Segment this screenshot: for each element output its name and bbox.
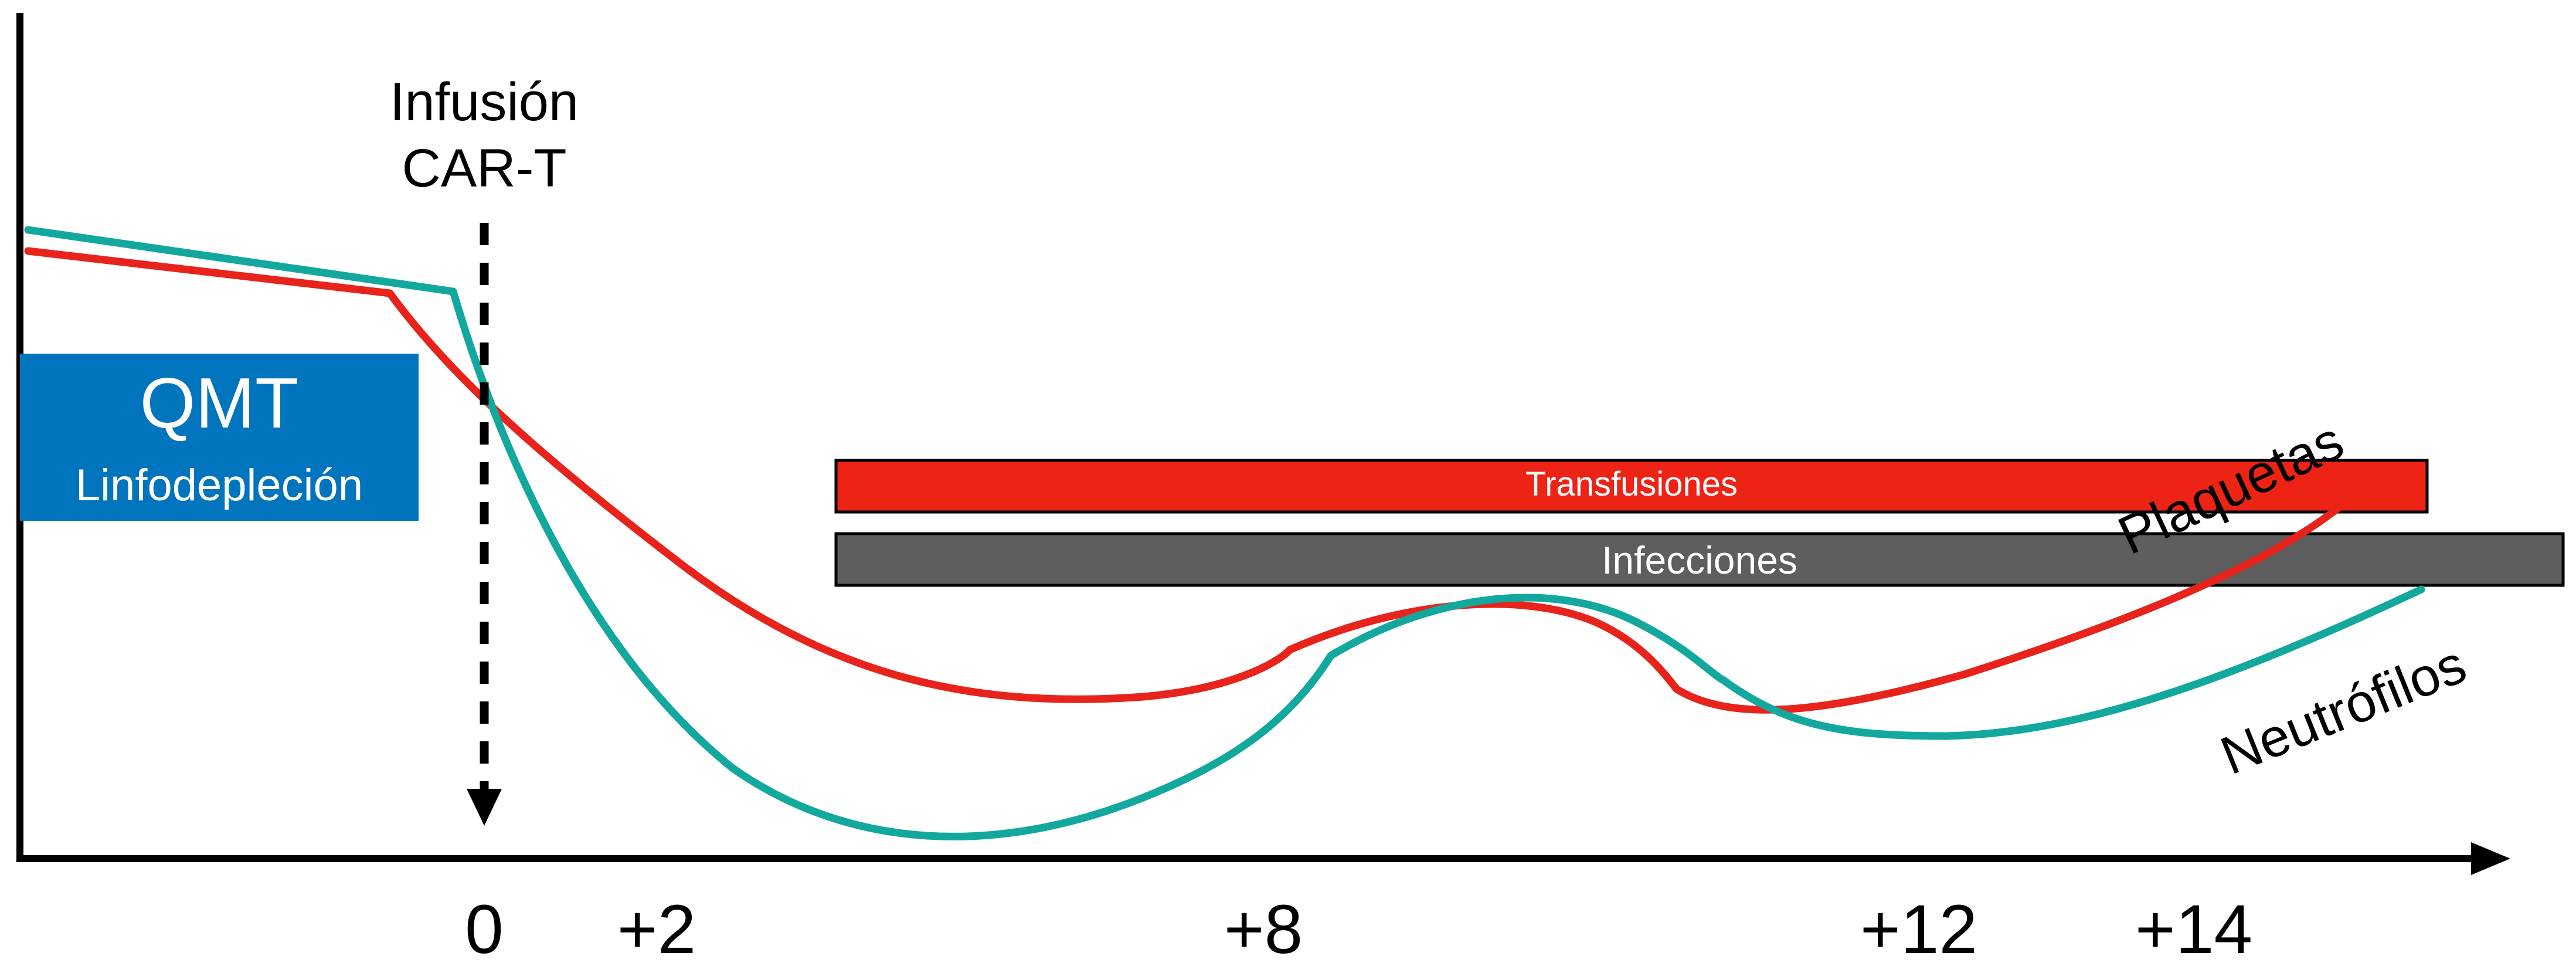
plaquetas-curve <box>24 247 2343 714</box>
x-tick-plus12: +12 <box>1860 891 1977 963</box>
infusion-arrow-head <box>467 789 502 826</box>
qmt-box-rect <box>20 354 419 521</box>
x-tick-0: 0 <box>465 891 504 963</box>
x-tick-labels: 0 +2 +8 +12 +14 <box>465 891 2252 963</box>
transfusiones-bar-rect <box>834 459 2429 514</box>
infusion-label-line2: CAR-T <box>402 138 566 198</box>
x-tick-plus8: +8 <box>1224 891 1303 963</box>
qmt-box: QMT Linfodepleción <box>20 354 419 521</box>
transfusiones-bar: Transfusiones <box>834 459 2429 514</box>
x-tick-plus2: +2 <box>617 891 696 963</box>
neutrofilos-label: Neutrófilos <box>2213 634 2474 786</box>
infecciones-bar: Infecciones <box>834 532 2565 587</box>
qmt-box-title: QMT <box>140 363 298 443</box>
infusion-annotation: Infusión CAR-T <box>390 72 579 826</box>
infecciones-bar-label: Infecciones <box>1602 538 1797 582</box>
neutrofilos-curve <box>24 226 2425 840</box>
x-tick-plus14: +14 <box>2135 891 2252 963</box>
qmt-box-subtitle: Linfodepleción <box>76 460 363 510</box>
x-axis-arrow-icon <box>2471 842 2510 875</box>
infecciones-bar-rect <box>834 532 2565 587</box>
infusion-label-line1: Infusión <box>390 72 579 132</box>
transfusiones-bar-label: Transfusiones <box>1525 465 1738 503</box>
